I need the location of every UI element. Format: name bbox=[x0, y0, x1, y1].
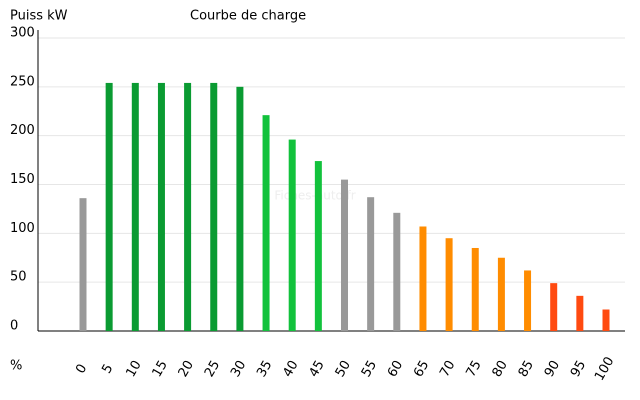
bar bbox=[367, 197, 375, 331]
x-tick-label: 75 bbox=[463, 358, 484, 380]
x-tick-label: 45 bbox=[307, 358, 328, 380]
x-tick-label: 65 bbox=[411, 358, 432, 380]
bar bbox=[445, 238, 453, 331]
y-axis-label: Puiss kW bbox=[10, 9, 68, 24]
y-tick-label: 150 bbox=[10, 172, 35, 187]
x-tick-label: 95 bbox=[568, 358, 589, 380]
x-tick-label: 50 bbox=[333, 358, 354, 380]
x-tick-label: 30 bbox=[228, 358, 249, 380]
bar bbox=[288, 139, 296, 331]
x-tick-label: 0 bbox=[73, 362, 90, 377]
x-tick-label: 100 bbox=[592, 354, 617, 383]
bar bbox=[131, 82, 139, 331]
bar bbox=[524, 270, 532, 331]
bar bbox=[471, 247, 479, 331]
bar bbox=[262, 115, 270, 331]
bar bbox=[314, 161, 322, 331]
chart-title: Courbe de charge bbox=[190, 9, 306, 24]
bar bbox=[236, 86, 244, 331]
x-tick-label: 60 bbox=[385, 358, 406, 380]
x-tick-label: 5 bbox=[99, 362, 116, 377]
bar bbox=[497, 257, 505, 331]
bar bbox=[210, 82, 218, 331]
x-axis-label: % bbox=[10, 359, 22, 374]
bar bbox=[105, 82, 113, 331]
x-tick-label: 80 bbox=[490, 358, 511, 380]
x-tick-label: 10 bbox=[123, 358, 144, 380]
y-tick-label: 200 bbox=[10, 123, 35, 138]
x-tick-label: 20 bbox=[176, 358, 197, 380]
bar bbox=[602, 309, 610, 331]
x-tick-label: 35 bbox=[254, 358, 275, 380]
bar bbox=[157, 82, 165, 331]
bar bbox=[419, 226, 427, 331]
y-tick-label: 50 bbox=[10, 270, 27, 285]
bar bbox=[79, 198, 87, 331]
bar bbox=[576, 295, 584, 331]
x-tick-label: 25 bbox=[202, 358, 223, 380]
bar bbox=[393, 212, 401, 331]
y-tick-label: 300 bbox=[10, 26, 35, 41]
bar bbox=[184, 82, 192, 331]
x-tick-label: 40 bbox=[280, 358, 301, 380]
bar bbox=[550, 283, 558, 331]
x-tick-label: 55 bbox=[359, 358, 380, 380]
x-tick-label: 70 bbox=[437, 358, 458, 380]
bar bbox=[341, 179, 348, 331]
y-tick-label: 100 bbox=[10, 221, 35, 236]
x-tick-label: 90 bbox=[542, 358, 563, 380]
x-tick-label: 85 bbox=[516, 358, 537, 380]
x-tick-label: 15 bbox=[150, 358, 171, 380]
y-tick-label: 250 bbox=[10, 74, 35, 89]
y-tick-label: 0 bbox=[10, 319, 18, 334]
